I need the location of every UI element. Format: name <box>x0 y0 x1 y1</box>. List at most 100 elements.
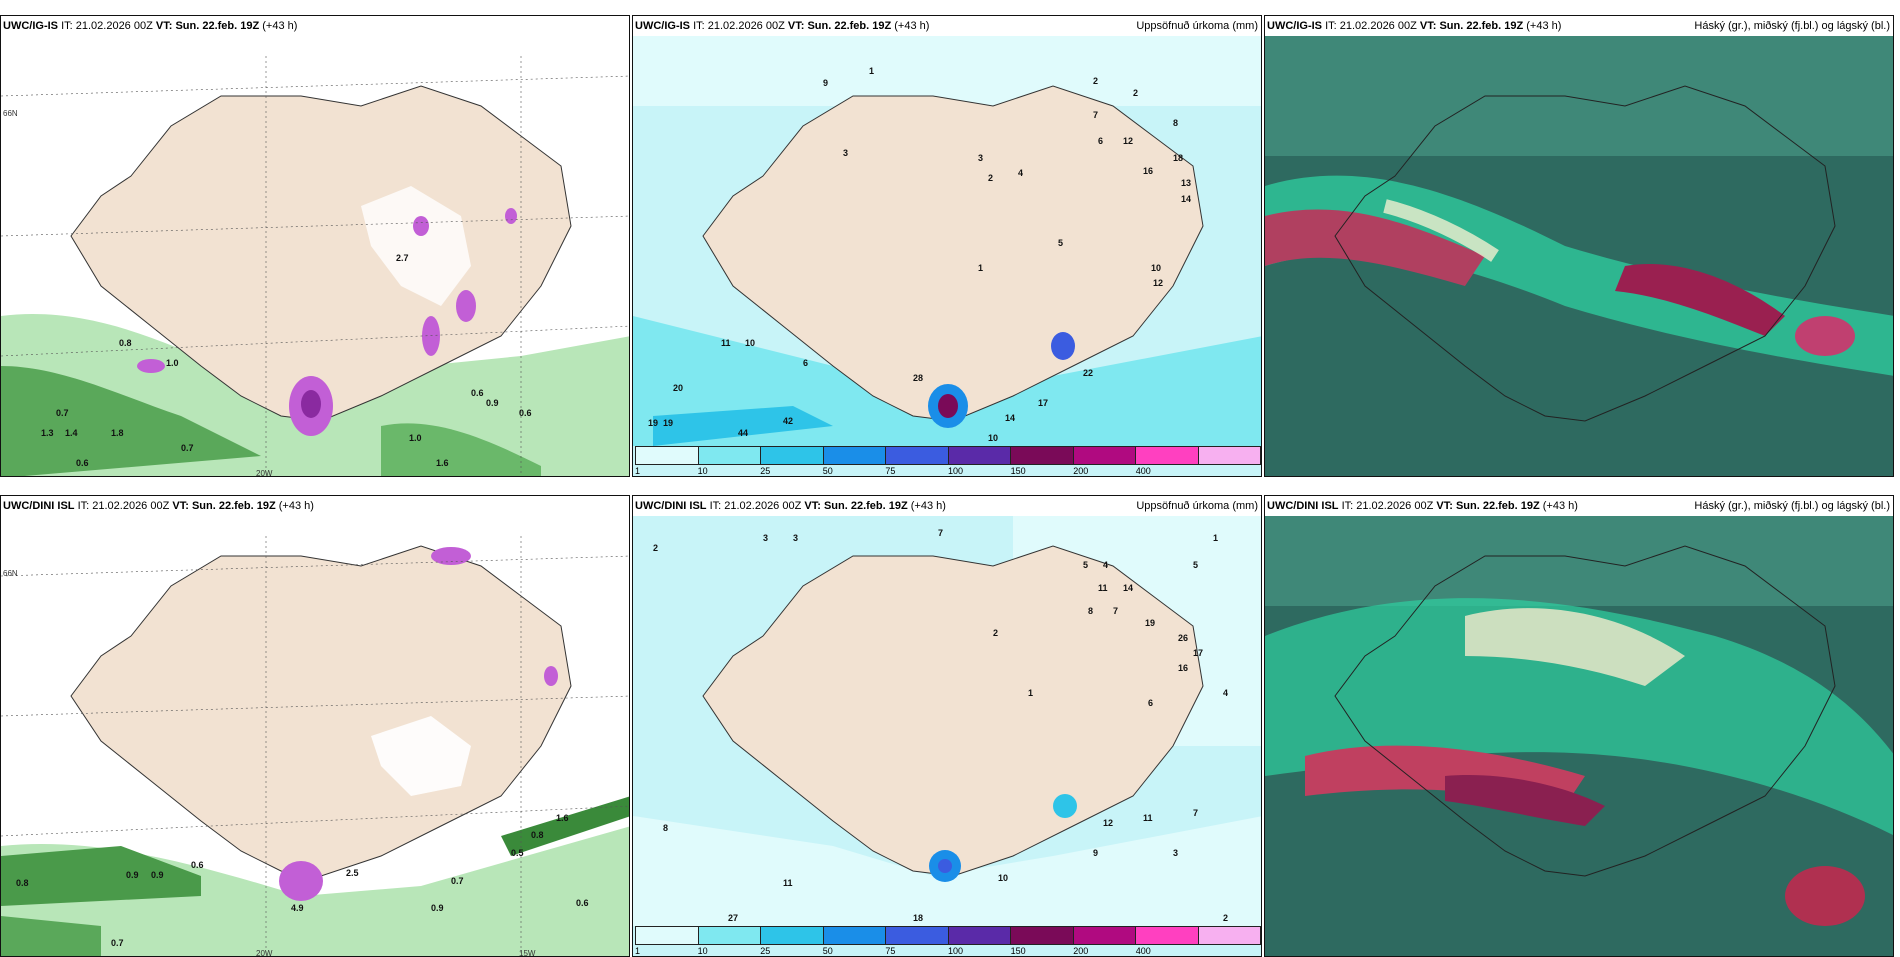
panel-title: Uppsöfnuð úrkoma (mm) <box>1136 20 1258 32</box>
legend-tick: 25 <box>760 946 771 956</box>
legend-tick: 150 <box>1010 466 1026 476</box>
snow-label: 0.8 <box>16 878 29 888</box>
legend-swatch <box>1011 447 1074 464</box>
snow-label: 0.7 <box>451 876 464 886</box>
panel-igis-precip: UWC/IG-IS IT: 21.02.2026 00Z VT: Sun. 22… <box>632 15 1262 477</box>
precip-label: 14 <box>1181 194 1191 204</box>
precip-label: 19 <box>648 418 658 428</box>
map-clouds <box>1265 516 1893 956</box>
precip-label: 4 <box>1018 168 1023 178</box>
lead-time: (+43 h) <box>278 500 314 512</box>
legend-swatch <box>886 927 949 944</box>
snow-label: 1.6 <box>556 813 569 823</box>
lead-time: (+43 h) <box>1542 500 1578 512</box>
iceland-outline <box>1334 85 1836 422</box>
snow-label: 1.0 <box>409 433 422 443</box>
legend-swatch <box>1198 927 1260 944</box>
legend-tick: 10 <box>697 466 708 476</box>
snow-label: 0.7 <box>56 408 69 418</box>
legend-tick: 50 <box>822 946 833 956</box>
lead-time: (+43 h) <box>1526 20 1562 32</box>
precip-label: 3 <box>843 148 848 158</box>
precip-label: 26 <box>1178 633 1188 643</box>
map-precip: 2 3 3 7 1 5 4 5 14 19 26 17 16 11 8 7 6 … <box>633 516 1261 956</box>
legend-tick: 200 <box>1073 946 1089 956</box>
legend-swatch <box>823 447 886 464</box>
legend-swatch <box>761 927 824 944</box>
model-name: UWC/IG-IS <box>1267 20 1322 32</box>
snow-label: 2.5 <box>346 868 359 878</box>
legend-swatch <box>1073 447 1136 464</box>
panel-header: UWC/DINI ISL IT: 21.02.2026 00Z VT: Sun.… <box>1265 496 1893 516</box>
panel-igis-clouds: UWC/IG-IS IT: 21.02.2026 00Z VT: Sun. 22… <box>1264 15 1894 477</box>
panel-title: Háský (gr.), miðský (fj.bl.) og lágský (… <box>1694 20 1890 32</box>
precip-label: 7 <box>1113 606 1118 616</box>
snow-label: 0.9 <box>431 903 444 913</box>
precip-label: 7 <box>1193 808 1198 818</box>
map-precip: 9 1 2 7 6 12 16 13 14 10 3 2 1 11 10 6 2… <box>633 36 1261 476</box>
precip-label: 42 <box>783 416 793 426</box>
panel-igis-snow: UWC/IG-IS IT: 21.02.2026 00Z VT: Sun. 22… <box>0 15 630 477</box>
lon-label-15w: 15W <box>519 949 536 957</box>
panel-dini-clouds: UWC/DINI ISL IT: 21.02.2026 00Z VT: Sun.… <box>1264 495 1894 957</box>
precip-label: 22 <box>1083 368 1093 378</box>
precip-label: 6 <box>1098 136 1103 146</box>
precip-label: 1 <box>1213 533 1218 543</box>
precip-label: 8 <box>1088 606 1093 616</box>
precip-label: 27 <box>728 913 738 923</box>
legend-tick: 100 <box>948 466 964 476</box>
precip-label: 7 <box>938 528 943 538</box>
iceland-outline <box>1334 545 1836 877</box>
init-time: 21.02.2026 00Z <box>707 20 785 32</box>
legend-swatch <box>1011 927 1074 944</box>
precip-label: 11 <box>783 878 793 888</box>
model-name: UWC/DINI ISL <box>1267 500 1339 512</box>
lon-label-20w: 20W <box>256 949 273 957</box>
precip-label: 19 <box>1145 618 1155 628</box>
panel-dini-snow: UWC/DINI ISL IT: 21.02.2026 00Z VT: Sun.… <box>0 495 630 957</box>
precip-label: 11 <box>721 338 731 348</box>
precip-label: 17 <box>1193 648 1203 658</box>
precip-label: 3 <box>793 533 798 543</box>
valid-time: Sun. 22.feb. 19Z <box>1455 500 1540 512</box>
precip-label: 5 <box>1083 560 1088 570</box>
snow-label: 0.6 <box>76 458 89 468</box>
legend-tick: 1 <box>635 946 641 956</box>
precip-label: 8 <box>663 823 668 833</box>
panel-header: UWC/IG-IS IT: 21.02.2026 00Z VT: Sun. 22… <box>1 16 629 36</box>
panel-dini-precip: UWC/DINI ISL IT: 21.02.2026 00Z VT: Sun.… <box>632 495 1262 957</box>
precip-label: 1 <box>1028 688 1033 698</box>
snow-label: 0.6 <box>519 408 532 418</box>
lead-time: (+43 h) <box>894 20 930 32</box>
snow-label: 1.6 <box>436 458 449 468</box>
precip-label: 5 <box>1058 238 1063 248</box>
map-snow-wind: 66N 20W 0.7 0.6 1.0 0.9 0.6 0.8 1.3 1.4 … <box>1 36 629 476</box>
iceland-landmass <box>70 85 572 422</box>
snow-label: 0.6 <box>471 388 484 398</box>
precip-label: 2 <box>653 543 658 553</box>
valid-time: Sun. 22.feb. 19Z <box>191 500 276 512</box>
legend-swatch <box>636 447 699 464</box>
valid-time: Sun. 22.feb. 19Z <box>175 20 260 32</box>
precip-label: 2 <box>1223 913 1228 923</box>
snow-label: 0.7 <box>181 443 194 453</box>
precip-label: 17 <box>1038 398 1048 408</box>
precip-label: 20 <box>673 383 683 393</box>
snow-label: 0.9 <box>486 398 499 408</box>
legend-swatch <box>636 927 699 944</box>
precip-label: 3 <box>1173 848 1178 858</box>
model-name: UWC/DINI ISL <box>635 500 707 512</box>
legend-swatch <box>1136 927 1199 944</box>
precip-label: 4 <box>1103 560 1108 570</box>
legend-tick: 400 <box>1135 466 1151 476</box>
snow-label: 0.8 <box>531 830 544 840</box>
model-name: UWC/IG-IS <box>3 20 58 32</box>
precip-label: 3 <box>763 533 768 543</box>
init-time: 21.02.2026 00Z <box>92 500 170 512</box>
snow-label: 1.3 <box>41 428 54 438</box>
precip-label: 2 <box>993 628 998 638</box>
precip-label: 18 <box>913 913 923 923</box>
snow-label: 0.6 <box>191 860 204 870</box>
precip-label: 12 <box>1103 818 1113 828</box>
precip-label: 8 <box>1173 118 1178 128</box>
